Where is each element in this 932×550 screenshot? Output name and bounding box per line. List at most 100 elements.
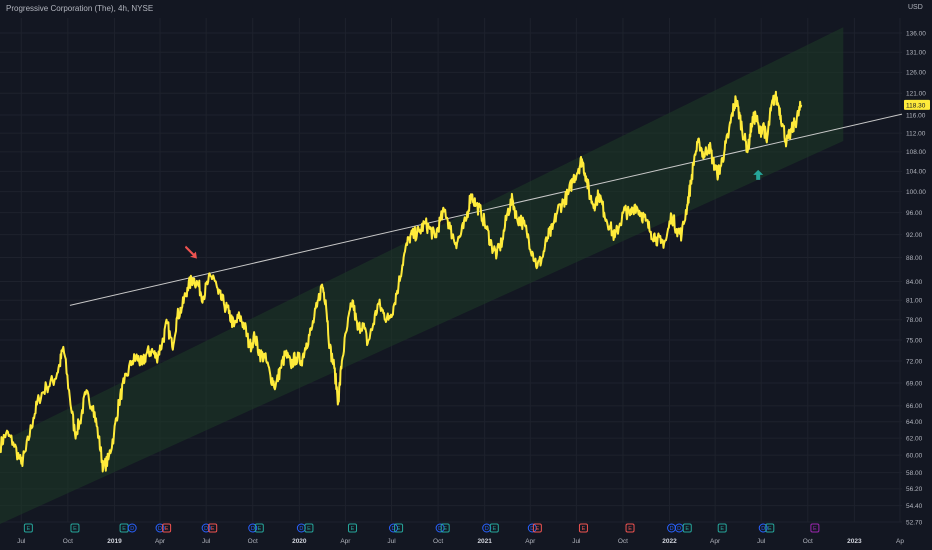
x-tick-label: Jul	[202, 538, 211, 545]
event-letter: D	[251, 526, 255, 532]
dividend-marker	[201, 523, 211, 533]
event-letter: E	[443, 526, 447, 532]
event-marker[interactable]: D	[248, 523, 258, 533]
y-tick-label: 104.00	[906, 169, 926, 176]
earnings-marker	[254, 523, 264, 533]
y-tick-label: 66.00	[906, 403, 923, 410]
event-marker[interactable]: E	[162, 523, 172, 533]
event-marker[interactable]: D	[435, 523, 445, 533]
event-marker[interactable]: D	[667, 523, 677, 533]
x-tick-label: Jul	[572, 538, 581, 545]
event-letter: D	[392, 526, 396, 532]
earnings-marker	[578, 523, 588, 533]
event-marker[interactable]: D	[389, 523, 399, 533]
y-tick-label: 62.00	[906, 435, 923, 442]
event-marker[interactable]: E	[810, 523, 820, 533]
event-marker[interactable]: D	[482, 523, 492, 533]
y-tick-label: 92.00	[906, 232, 923, 239]
y-tick-label: 96.00	[906, 210, 923, 217]
event-marker[interactable]: D	[155, 523, 165, 533]
event-letter: E	[492, 526, 496, 532]
chart-title: Progressive Corporation (The), 4h, NYSE	[6, 4, 154, 13]
earnings-marker	[625, 523, 635, 533]
x-tick-label: 2021	[477, 538, 492, 545]
event-letter: D	[761, 526, 765, 532]
event-marker[interactable]: E	[682, 523, 692, 533]
earnings-marker	[810, 523, 820, 533]
event-marker[interactable]: D	[296, 523, 306, 533]
event-letter: D	[485, 526, 489, 532]
event-marker[interactable]: D	[201, 523, 211, 533]
y-tick-label: 56.20	[906, 486, 923, 493]
dividend-marker	[389, 523, 399, 533]
y-tick-label: 88.00	[906, 255, 923, 262]
earnings-marker	[304, 523, 314, 533]
event-letter: E	[27, 526, 31, 532]
event-letter: E	[351, 526, 355, 532]
x-tick-label: Oct	[803, 538, 813, 545]
price-line	[0, 90, 803, 473]
y-tick-label: 81.00	[906, 298, 923, 305]
earnings-marker	[489, 523, 499, 533]
event-marker[interactable]: E	[119, 523, 129, 533]
event-marker[interactable]: D	[127, 523, 137, 533]
y-tick-label: 126.00	[906, 70, 926, 77]
x-tick-label: Ap	[896, 538, 904, 545]
event-marker[interactable]: E	[578, 523, 588, 533]
event-marker[interactable]: E	[532, 523, 542, 533]
event-letter: D	[204, 526, 208, 532]
event-marker[interactable]: E	[394, 523, 404, 533]
earnings-marker	[23, 523, 33, 533]
y-tick-label: 64.00	[906, 419, 923, 426]
x-tick-label: Apr	[340, 538, 351, 545]
event-marker[interactable]: E	[489, 523, 499, 533]
dividend-marker	[758, 523, 768, 533]
y-tick-label: 60.00	[906, 452, 923, 459]
event-marker[interactable]: D	[758, 523, 768, 533]
dividend-marker	[248, 523, 258, 533]
event-marker[interactable]: E	[254, 523, 264, 533]
earnings-marker	[765, 523, 775, 533]
event-letter: E	[122, 526, 126, 532]
earnings-marker	[347, 523, 357, 533]
event-marker[interactable]: D	[674, 523, 684, 533]
event-letter: D	[438, 526, 442, 532]
last-price-label: 118.30	[906, 102, 926, 109]
event-marker[interactable]: E	[717, 523, 727, 533]
earnings-marker	[682, 523, 692, 533]
event-letter: D	[158, 526, 162, 532]
event-marker[interactable]: D	[527, 523, 537, 533]
y-tick-label: 116.00	[906, 112, 926, 119]
event-marker[interactable]: E	[304, 523, 314, 533]
event-marker[interactable]: E	[765, 523, 775, 533]
x-tick-label: Oct	[63, 538, 73, 545]
earnings-marker	[394, 523, 404, 533]
earnings-marker	[208, 523, 218, 533]
y-tick-label: 131.00	[906, 50, 926, 57]
earnings-marker	[162, 523, 172, 533]
event-marker[interactable]: E	[70, 523, 80, 533]
earnings-marker	[532, 523, 542, 533]
x-tick-label: Jul	[17, 538, 26, 545]
event-letter: E	[257, 526, 261, 532]
event-letter: E	[720, 526, 724, 532]
x-tick-label: 2020	[292, 538, 307, 545]
event-marker[interactable]: E	[625, 523, 635, 533]
event-letter: D	[299, 526, 303, 532]
event-letter: D	[677, 526, 681, 532]
event-marker[interactable]: E	[347, 523, 357, 533]
currency-label: USD	[908, 4, 923, 11]
y-tick-label: 78.00	[906, 317, 923, 324]
event-marker[interactable]: E	[440, 523, 450, 533]
y-tick-label: 69.00	[906, 380, 923, 387]
event-letter: E	[165, 526, 169, 532]
y-tick-label: 58.00	[906, 470, 923, 477]
event-letter: E	[582, 526, 586, 532]
y-tick-label: 75.00	[906, 337, 923, 344]
sell-arrow-icon	[184, 245, 197, 259]
event-marker[interactable]: E	[23, 523, 33, 533]
event-marker[interactable]: E	[208, 523, 218, 533]
event-letter: E	[813, 526, 817, 532]
